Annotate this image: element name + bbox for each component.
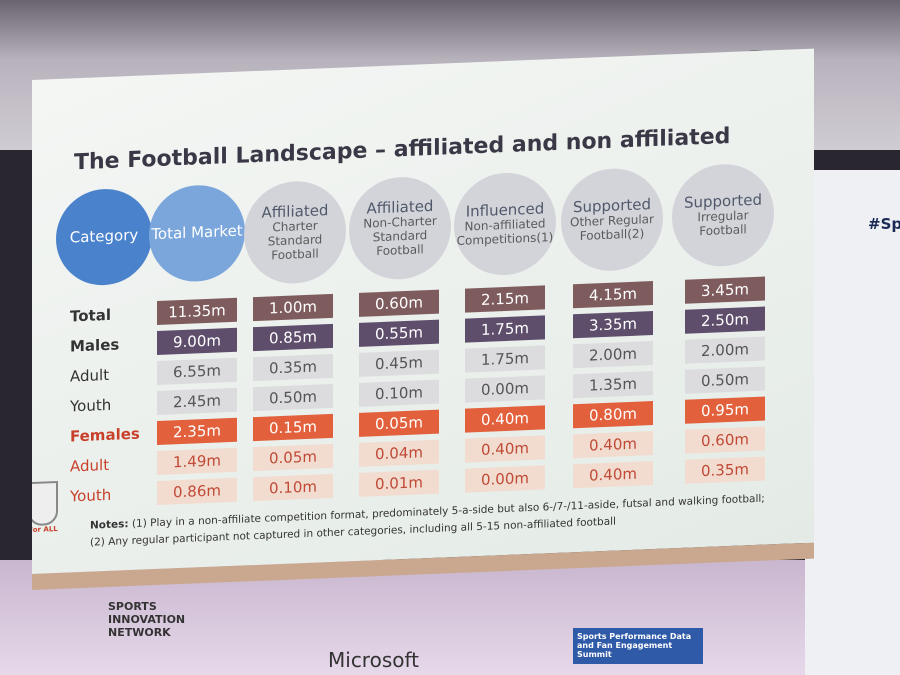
table-cell: 0.40m [573, 431, 653, 459]
column-header: Category [56, 187, 152, 288]
column-subtitle: Charter Standard Football [267, 218, 323, 262]
table-cell: 1.75m [465, 345, 545, 373]
column-title: Total Market [151, 221, 243, 244]
table-cell: 0.45m [359, 349, 439, 377]
table-cell: 0.40m [573, 461, 653, 489]
table-cell: 9.00m [157, 327, 237, 355]
notes-label: Notes: [90, 518, 129, 532]
table-cell: 0.05m [359, 409, 439, 437]
table-cell: 3.35m [573, 311, 653, 339]
table-cell: 2.00m [573, 341, 653, 369]
column-header: Influenced Non-affiliated Competitions(1) [454, 170, 556, 278]
table-cell: 3.45m [685, 276, 765, 304]
microsoft-logo: Microsoft [328, 648, 420, 672]
table-cell: 2.50m [685, 306, 765, 334]
table-cell: 0.01m [359, 469, 439, 497]
table-cell: 0.10m [253, 473, 333, 502]
table-cell: 1.75m [465, 315, 545, 343]
table-cell: 0.60m [359, 289, 439, 317]
table-cell: 2.15m [465, 285, 545, 313]
table-cell: 0.55m [359, 319, 439, 347]
table-cell: 0.50m [685, 366, 765, 394]
table-cell: 0.40m [465, 435, 545, 463]
table-cell: 2.35m [157, 417, 237, 445]
column-header: Affiliated Charter Standard Football [244, 179, 346, 286]
table-cell: 2.00m [685, 336, 765, 364]
column-header: Supported Irregular Football [672, 162, 774, 269]
row-label: Youth [70, 395, 112, 416]
table-cell: 0.50m [253, 383, 333, 412]
table-cell: 0.00m [465, 465, 545, 493]
column-header: Affiliated Non-Charter Standard Football [349, 175, 451, 282]
column-header: Supported Other Regular Football(2) [561, 166, 663, 273]
table-cell: 0.04m [359, 439, 439, 467]
row-label: Females [70, 424, 140, 446]
fa-logo: For ALL [32, 480, 60, 548]
table-cell: 0.40m [465, 405, 545, 433]
table-cell: 0.86m [157, 477, 237, 505]
table-cell: 11.35m [157, 297, 237, 325]
table-cell: 1.35m [573, 371, 653, 399]
column-subtitle: Non-Charter Standard Football [363, 213, 437, 258]
table-cell: 0.95m [685, 396, 765, 424]
table-cell: 2.45m [157, 387, 237, 415]
column-subtitle: Other Regular Football(2) [570, 211, 654, 243]
column-title: Category [69, 226, 139, 247]
table-cell: 0.60m [685, 426, 765, 454]
side-banner [805, 170, 900, 675]
table-cell: 0.85m [253, 323, 333, 352]
table-cell: 6.55m [157, 357, 237, 385]
table-cell: 1.00m [253, 293, 333, 322]
table-cell: 0.15m [253, 413, 333, 442]
table-cell: 0.10m [359, 379, 439, 407]
row-label: Adult [70, 455, 110, 476]
presentation-slide: The Football Landscape – affiliated and … [32, 48, 814, 591]
row-label: Youth [70, 485, 112, 506]
column-subtitle: Non-affiliated Competitions(1) [456, 216, 554, 248]
table-cell: 4.15m [573, 281, 653, 309]
table-cell: 0.05m [253, 443, 333, 472]
summit-logo: Sports Performance Data and Fan Engageme… [573, 628, 703, 664]
table-cell: 1.49m [157, 447, 237, 475]
table-cell: 0.35m [253, 353, 333, 382]
slide-title: The Football Landscape – affiliated and … [74, 123, 731, 176]
table-cell: 0.35m [685, 456, 765, 484]
column-header: Total Market [149, 183, 245, 284]
sports-innovation-logo: SPORTS INNOVATION NETWORK [108, 600, 186, 639]
row-label: Males [70, 335, 120, 356]
table-cell: 0.00m [465, 375, 545, 403]
row-label: Adult [70, 365, 110, 386]
table-cell: 0.80m [573, 401, 653, 429]
hashtag: #Spo [868, 215, 900, 233]
row-label: Total [70, 305, 111, 326]
column-subtitle: Irregular Football [697, 208, 749, 238]
